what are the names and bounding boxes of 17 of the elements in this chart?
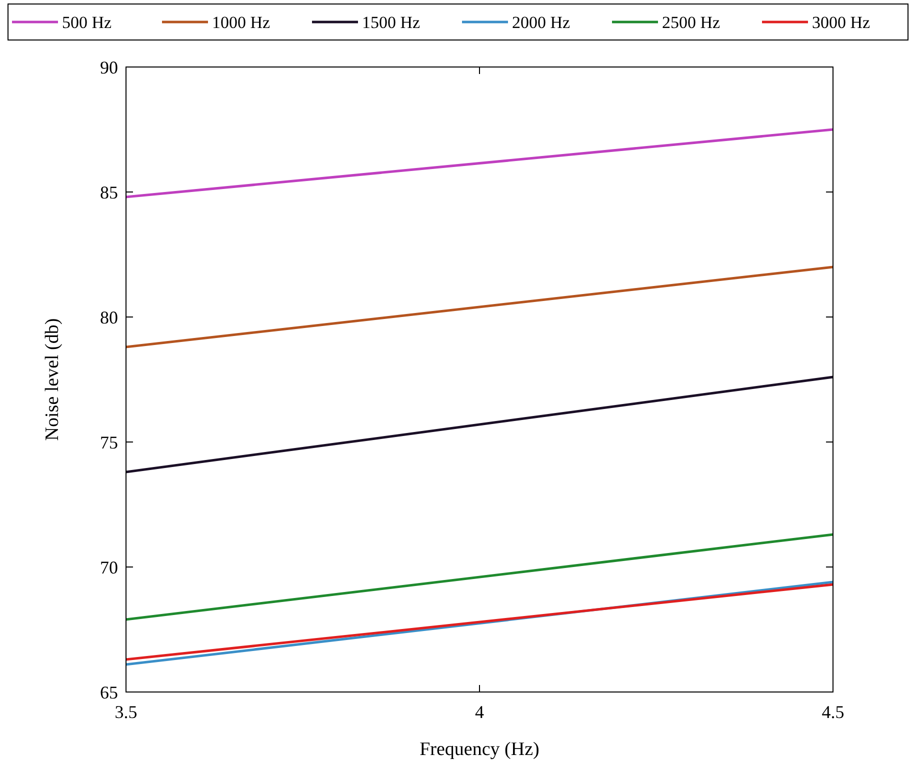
legend-label: 3000 Hz bbox=[812, 12, 871, 32]
y-tick-label: 70 bbox=[100, 557, 118, 578]
y-tick-label: 80 bbox=[100, 307, 118, 328]
x-tick-label: 4.5 bbox=[822, 702, 844, 722]
x-tick-label: 3.5 bbox=[114, 702, 138, 722]
y-tick-label: 85 bbox=[100, 182, 118, 202]
legend-label: 2500 Hz bbox=[662, 12, 721, 32]
y-tick-label: 65 bbox=[100, 682, 118, 702]
legend-label: 2000 Hz bbox=[512, 12, 571, 32]
legend-label: 1000 Hz bbox=[212, 12, 271, 32]
legend-label: 1500 Hz bbox=[362, 12, 421, 32]
y-tick-label: 90 bbox=[100, 57, 118, 78]
y-axis-title: Noise level (db) bbox=[42, 318, 63, 441]
legend-label: 500 Hz bbox=[62, 12, 112, 32]
x-tick-label: 4 bbox=[475, 702, 484, 722]
x-axis-title: Frequency (Hz) bbox=[420, 739, 540, 760]
y-tick-label: 75 bbox=[100, 432, 118, 452]
